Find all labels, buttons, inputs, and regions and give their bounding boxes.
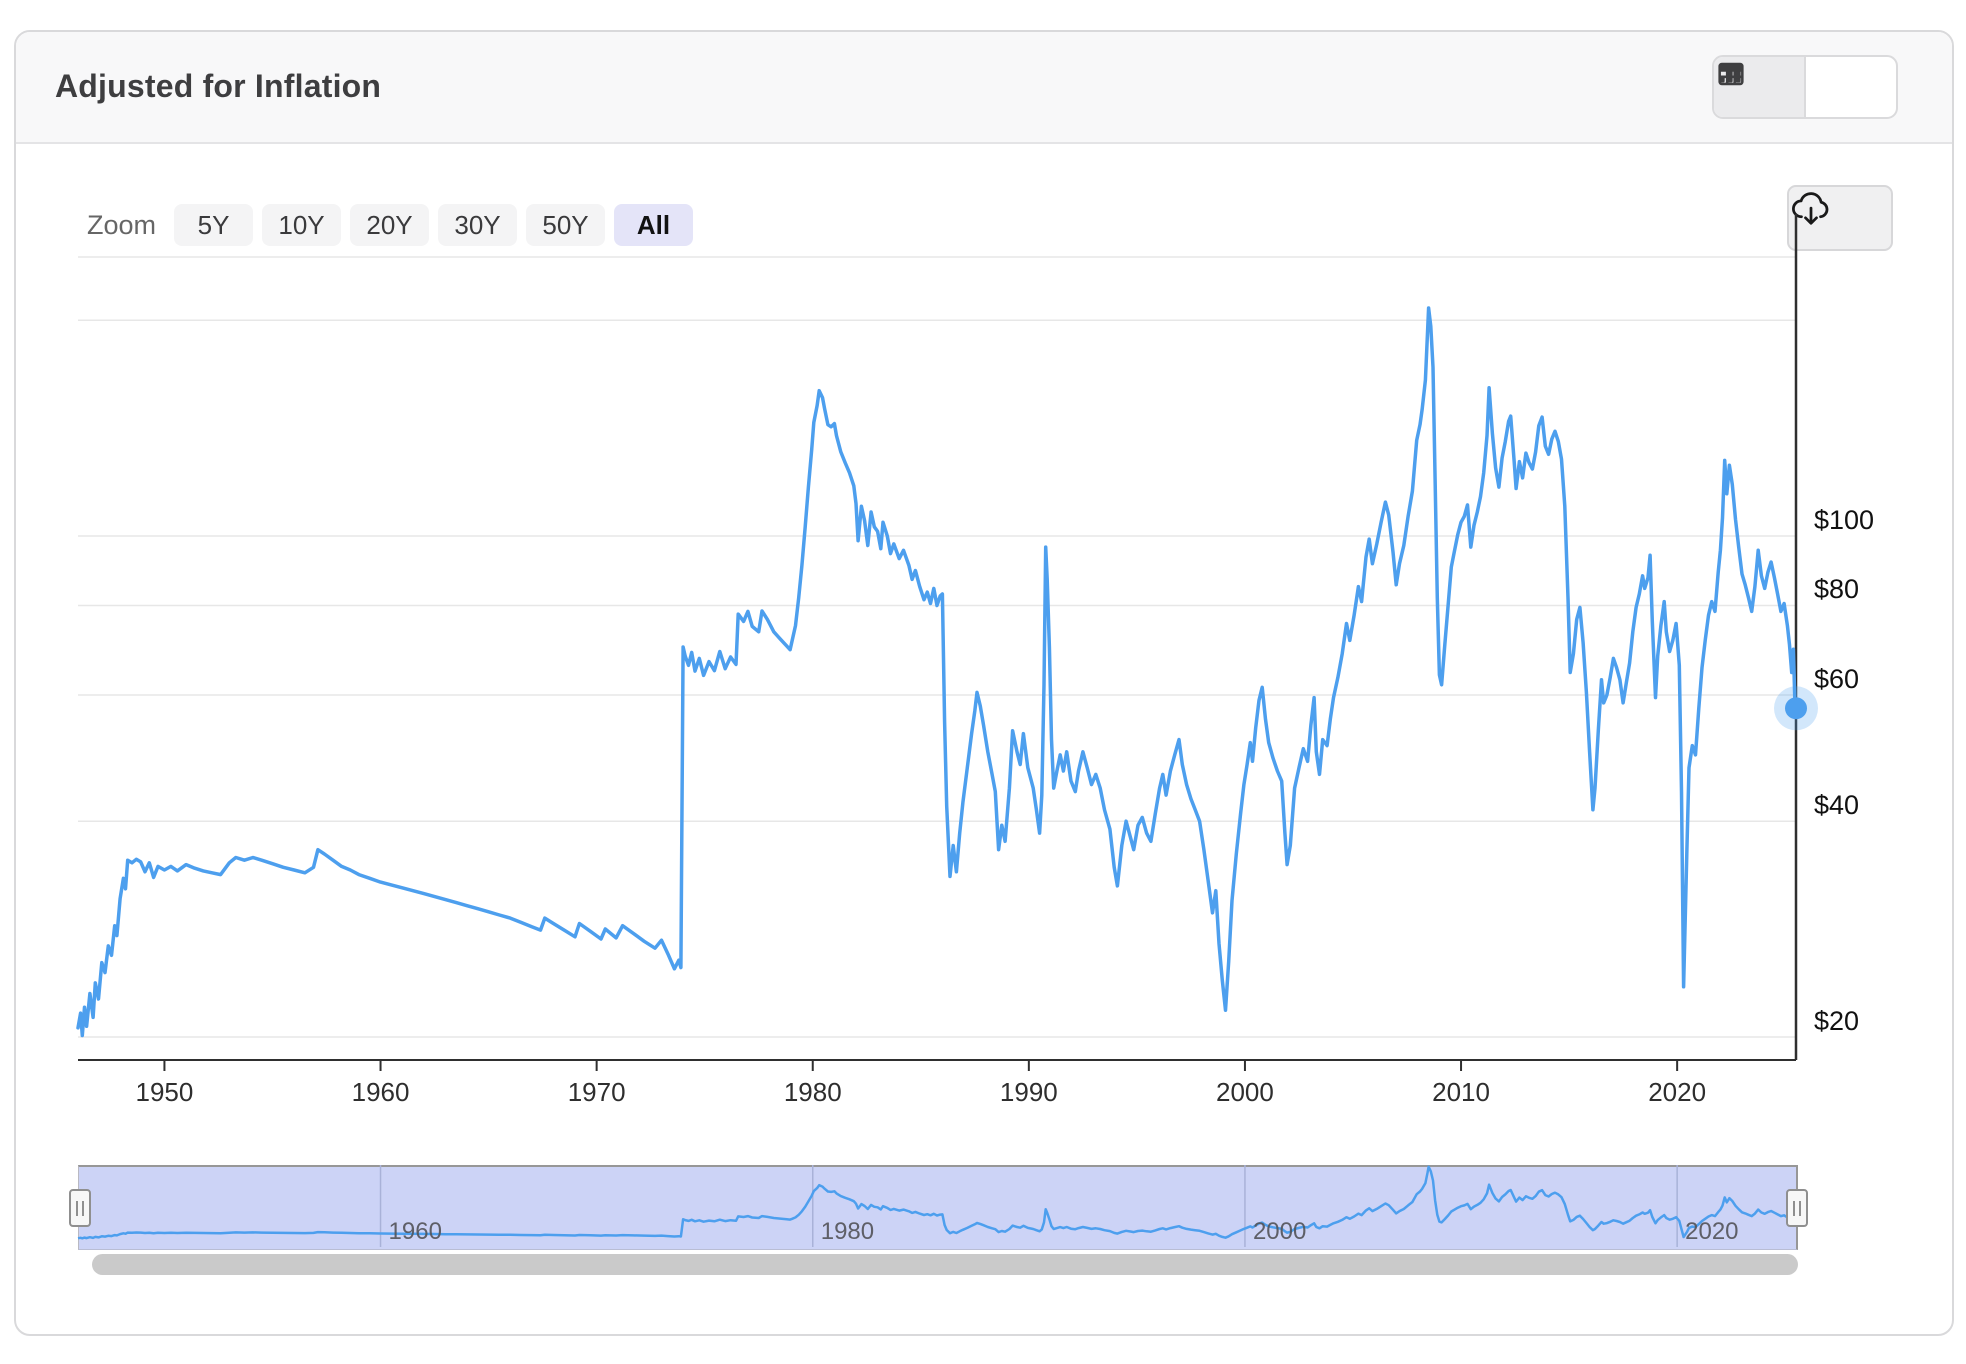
zoom-button-10y[interactable]: 10Y <box>262 204 342 246</box>
chart-card: Adjusted for Inflation <box>14 30 1954 1336</box>
x-axis-label-1990: 1990 <box>999 1077 1058 1107</box>
zoom-controls: Zoom 5Y 10Y 20Y 30Y 50Y All <box>87 204 702 246</box>
navigator-label-1980: 1980 <box>820 1218 875 1245</box>
y-axis-label-20: $20 <box>1814 1006 1860 1037</box>
table-view-button[interactable] <box>1718 57 1896 117</box>
range-navigator[interactable] <box>78 1165 1798 1250</box>
y-axis-label-100: $100 <box>1814 505 1875 535</box>
price-line <box>76 306 1798 1038</box>
x-axis-label-1980: 1980 <box>783 1077 842 1107</box>
price-chart <box>76 214 1818 1071</box>
zoom-button-50y[interactable]: 50Y <box>526 204 606 246</box>
x-axis-label-1970: 1970 <box>567 1077 626 1107</box>
x-axis-label-2010: 2010 <box>1432 1077 1490 1107</box>
horizontal-scrollbar[interactable] <box>92 1254 1798 1275</box>
x-axis-label-2020: 2020 <box>1648 1077 1707 1107</box>
navigator-left-handle[interactable] <box>69 1189 91 1227</box>
navigator-label-2020: 2020 <box>1685 1218 1739 1245</box>
card-header: Adjusted for Inflation <box>16 32 1952 144</box>
navigator-label-2000: 2000 <box>1252 1218 1307 1245</box>
zoom-label: Zoom <box>87 209 157 240</box>
download-button[interactable] <box>1787 185 1893 251</box>
zoom-button-all[interactable]: All <box>614 204 694 246</box>
y-axis-label-80: $80 <box>1814 574 1860 605</box>
y-axis-label-40: $40 <box>1814 790 1860 821</box>
zoom-button-5y[interactable]: 5Y <box>174 204 254 246</box>
view-toggle <box>1712 55 1898 119</box>
x-axis-label-1950: 1950 <box>135 1077 194 1107</box>
page-title: Adjusted for Inflation <box>55 68 382 104</box>
zoom-button-30y[interactable]: 30Y <box>438 204 518 246</box>
x-axis-label-2000: 2000 <box>1216 1077 1274 1107</box>
y-axis-label-60: $60 <box>1814 664 1860 695</box>
zoom-button-20y[interactable]: 20Y <box>350 204 430 246</box>
navigator-right-handle[interactable] <box>1786 1189 1808 1227</box>
last-point-marker <box>1785 697 1807 720</box>
x-axis-label-1960: 1960 <box>351 1077 410 1107</box>
navigator-label-1960: 1960 <box>388 1218 442 1245</box>
